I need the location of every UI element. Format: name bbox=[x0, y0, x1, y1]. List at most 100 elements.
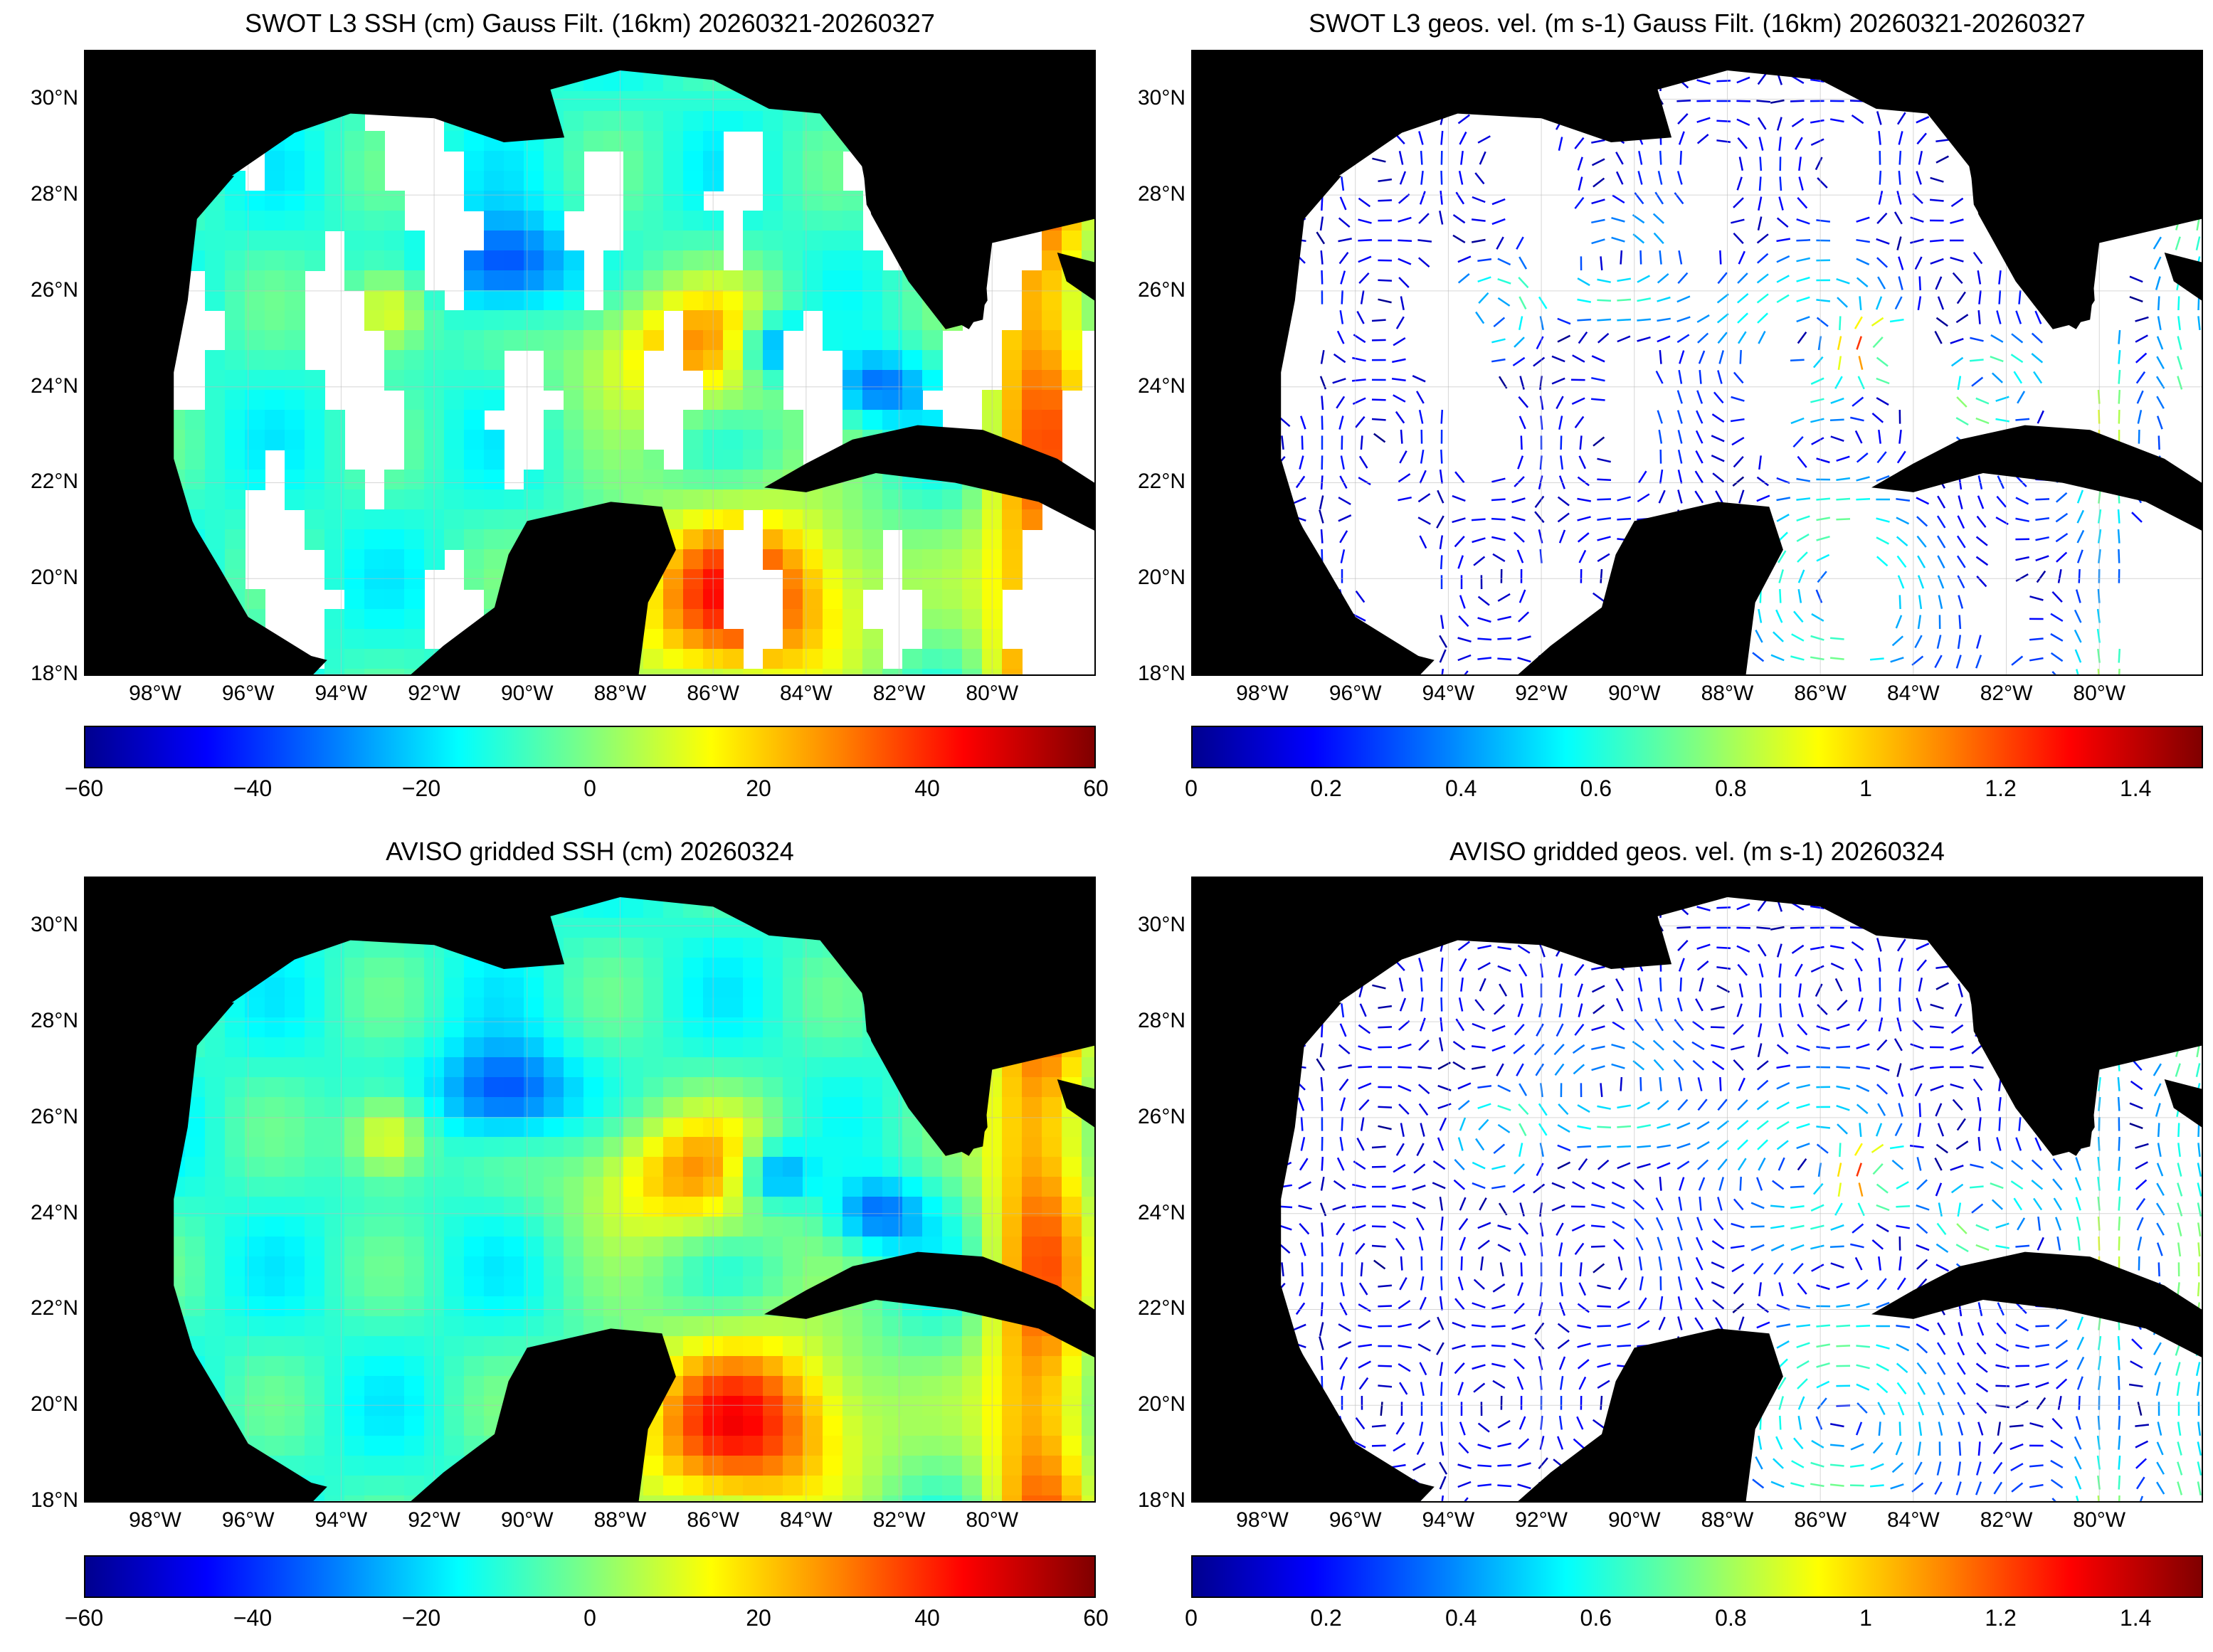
map-swot-ssh bbox=[84, 50, 1096, 676]
colorbar-tick-label: 20 bbox=[746, 775, 771, 801]
colorbar-tick-label: 0 bbox=[1185, 775, 1198, 801]
lon-tick-label: 98°W bbox=[1236, 1508, 1289, 1532]
colorbar-tick-label: 0.8 bbox=[1715, 775, 1747, 801]
lon-tick-label: 88°W bbox=[1701, 682, 1754, 705]
lon-tick-label: 90°W bbox=[1607, 682, 1661, 705]
lat-tick-label: 20°N bbox=[1137, 566, 1185, 590]
lon-tick-label: 80°W bbox=[966, 682, 1019, 705]
colorbar-tick-label: 1 bbox=[1859, 775, 1872, 801]
colorbar-tick-label: 0 bbox=[583, 775, 596, 801]
lon-tick-label: 82°W bbox=[872, 682, 926, 705]
lon-tick-label: 84°W bbox=[780, 682, 833, 705]
panel-title-aviso-vel: AVISO gridded geos. vel. (m s-1) 2026032… bbox=[1449, 837, 1945, 866]
lon-tick-label: 90°W bbox=[500, 1508, 554, 1532]
lat-tick-label: 20°N bbox=[1137, 1392, 1185, 1417]
lat-tick-label: 26°N bbox=[30, 277, 78, 302]
lon-tick-label: 92°W bbox=[408, 1508, 460, 1532]
lat-tick-label: 28°N bbox=[30, 182, 78, 206]
lat-tick-label: 30°N bbox=[1137, 86, 1185, 110]
lat-tick-label: 24°N bbox=[1137, 374, 1185, 398]
colorbar-tick-label: 0.8 bbox=[1715, 1605, 1747, 1631]
colorbar-swot-vel bbox=[1191, 726, 2203, 768]
lon-tick-label: 96°W bbox=[221, 1508, 275, 1532]
colorbar-tick-label: 0.6 bbox=[1580, 775, 1612, 801]
colorbar-tick-label: −60 bbox=[64, 775, 104, 801]
colorbar-aviso-vel bbox=[1191, 1555, 2203, 1598]
lon-tick-label: 84°W bbox=[780, 1508, 833, 1532]
colorbar-aviso-ssh bbox=[84, 1555, 1096, 1598]
colorbar-tick-label: −20 bbox=[401, 1605, 441, 1631]
lon-tick-label: 88°W bbox=[593, 682, 647, 705]
colorbar-tick-label: −40 bbox=[233, 1605, 273, 1631]
lon-tick-label: 98°W bbox=[129, 1508, 181, 1532]
lat-tick-label: 24°N bbox=[30, 374, 78, 398]
land-mask bbox=[85, 878, 1094, 1501]
map-aviso-ssh bbox=[84, 877, 1096, 1503]
colorbar-tick-label: −20 bbox=[401, 775, 441, 801]
panel-title-swot-ssh: SWOT L3 SSH (cm) Gauss Filt. (16km) 2026… bbox=[245, 9, 935, 38]
lat-tick-label: 30°N bbox=[1137, 913, 1185, 937]
lon-tick-label: 94°W bbox=[1422, 682, 1475, 705]
lon-tick-label: 86°W bbox=[687, 1508, 739, 1532]
lon-tick-label: 80°W bbox=[966, 1508, 1019, 1532]
colorbar-tick-label: 0.4 bbox=[1444, 775, 1477, 801]
land-mask bbox=[85, 51, 1094, 674]
lat-tick-label: 22°N bbox=[30, 470, 78, 494]
lon-tick-label: 96°W bbox=[1329, 682, 1382, 705]
lat-tick-label: 28°N bbox=[30, 1009, 78, 1033]
lat-tick-label: 18°N bbox=[1137, 662, 1185, 685]
lon-tick-label: 98°W bbox=[129, 682, 181, 705]
grid-lines bbox=[85, 51, 1094, 674]
lon-tick-label: 82°W bbox=[1980, 1508, 2033, 1532]
lon-tick-label: 80°W bbox=[2073, 1508, 2126, 1532]
lon-tick-label: 90°W bbox=[1607, 1508, 1661, 1532]
land-mask bbox=[1193, 51, 2202, 674]
panel-title-aviso-ssh: AVISO gridded SSH (cm) 20260324 bbox=[386, 837, 794, 866]
lon-tick-label: 96°W bbox=[221, 682, 275, 705]
panel-title-swot-vel: SWOT L3 geos. vel. (m s-1) Gauss Filt. (… bbox=[1309, 9, 2086, 38]
lon-tick-label: 94°W bbox=[315, 1508, 368, 1532]
lon-tick-label: 88°W bbox=[593, 1508, 647, 1532]
lon-tick-label: 86°W bbox=[1794, 682, 1847, 705]
colorbar-tick-label: 1.4 bbox=[2119, 1605, 2152, 1631]
colorbar-tick-label: 0 bbox=[1185, 1605, 1198, 1631]
lon-tick-label: 90°W bbox=[500, 682, 554, 705]
colorbar-tick-label: 40 bbox=[914, 1605, 940, 1631]
colorbar-tick-label: 1 bbox=[1859, 1605, 1872, 1631]
lat-tick-label: 30°N bbox=[30, 913, 78, 937]
colorbar-tick-label: 0.2 bbox=[1310, 1605, 1342, 1631]
lon-tick-label: 86°W bbox=[687, 682, 739, 705]
lat-tick-label: 24°N bbox=[1137, 1200, 1185, 1224]
colorbar-tick-label: −60 bbox=[64, 1605, 104, 1631]
lon-tick-label: 94°W bbox=[1422, 1508, 1475, 1532]
lat-tick-label: 26°N bbox=[1137, 277, 1185, 302]
lon-tick-label: 92°W bbox=[408, 682, 460, 705]
lon-tick-label: 92°W bbox=[1515, 1508, 1568, 1532]
lat-tick-label: 18°N bbox=[1137, 1488, 1185, 1512]
lat-tick-label: 28°N bbox=[1137, 1009, 1185, 1033]
lon-tick-label: 96°W bbox=[1329, 1508, 1382, 1532]
lon-tick-label: 86°W bbox=[1794, 1508, 1847, 1532]
lat-tick-label: 20°N bbox=[30, 566, 78, 590]
lat-tick-label: 22°N bbox=[1137, 470, 1185, 494]
colorbar-tick-label: 60 bbox=[1083, 1605, 1109, 1631]
lon-tick-label: 84°W bbox=[1887, 682, 1940, 705]
lat-tick-label: 28°N bbox=[1137, 182, 1185, 206]
lat-tick-label: 18°N bbox=[30, 662, 78, 685]
colorbar-tick-label: 1.2 bbox=[1985, 1605, 2017, 1631]
lon-tick-label: 82°W bbox=[1980, 682, 2033, 705]
lat-tick-label: 18°N bbox=[30, 1488, 78, 1512]
lat-tick-label: 26°N bbox=[30, 1104, 78, 1128]
lon-tick-label: 80°W bbox=[2073, 682, 2126, 705]
lat-tick-label: 22°N bbox=[1137, 1296, 1185, 1320]
lon-tick-label: 98°W bbox=[1236, 682, 1289, 705]
land-mask bbox=[1193, 878, 2202, 1501]
lat-tick-label: 30°N bbox=[30, 86, 78, 110]
colorbar-tick-label: 0.2 bbox=[1310, 775, 1342, 801]
lat-tick-label: 22°N bbox=[30, 1296, 78, 1320]
lon-tick-label: 88°W bbox=[1701, 1508, 1754, 1532]
colorbar-tick-label: 1.4 bbox=[2119, 775, 2152, 801]
colorbar-tick-label: −40 bbox=[233, 775, 273, 801]
colorbar-tick-label: 1.2 bbox=[1985, 775, 2017, 801]
lat-tick-label: 24°N bbox=[30, 1200, 78, 1224]
